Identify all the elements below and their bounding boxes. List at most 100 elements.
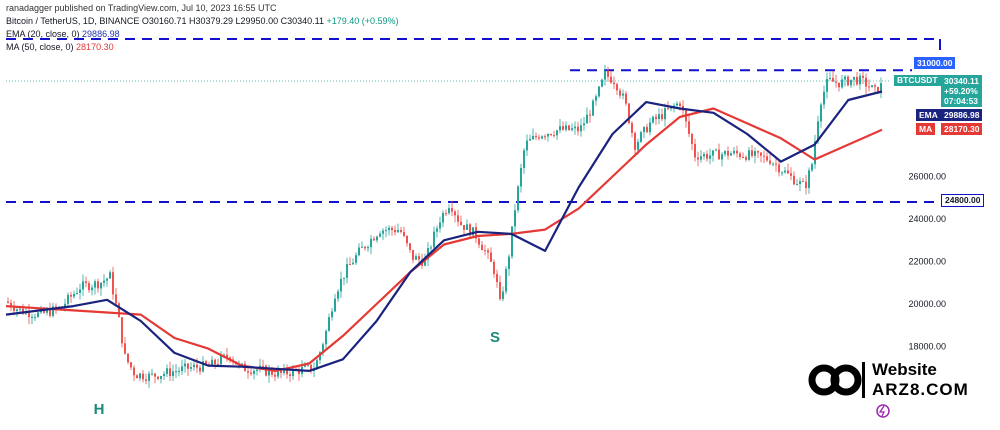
- head-annotation: H: [94, 401, 105, 418]
- candle-body: [76, 292, 78, 294]
- candle-body: [652, 116, 654, 123]
- candle-body: [544, 136, 546, 138]
- candle-body: [424, 259, 426, 266]
- publisher-line: ranadagger published on TradingView.com,…: [6, 3, 277, 13]
- price-tag-change: +59.20%: [944, 86, 978, 96]
- candle-body: [82, 281, 84, 290]
- candle-body: [7, 301, 9, 303]
- candle-body: [658, 114, 660, 120]
- candle-body: [13, 307, 15, 312]
- candle-body: [673, 105, 675, 107]
- candle-body: [805, 181, 807, 189]
- candle-body: [592, 100, 594, 116]
- candle-body: [163, 373, 165, 376]
- candle-body: [433, 231, 435, 248]
- candle-body: [646, 126, 648, 133]
- candle-body: [64, 303, 66, 307]
- candle-body: [541, 136, 543, 139]
- candle-body: [535, 135, 537, 138]
- candle-body: [724, 150, 726, 155]
- open-value: O30160.71: [141, 16, 187, 26]
- candle-body: [748, 150, 750, 160]
- candle-body: [772, 163, 774, 165]
- candle-body: [676, 103, 678, 106]
- candle-body: [706, 153, 708, 159]
- candle-body: [502, 291, 504, 300]
- candle-body: [379, 233, 381, 237]
- candle-body: [850, 79, 852, 86]
- candle-body: [709, 155, 711, 159]
- candle-body: [439, 222, 441, 229]
- price-tag-symbol: BTCUSDT: [897, 75, 938, 85]
- candle-body: [667, 108, 669, 110]
- candle-body: [472, 227, 474, 236]
- candle-body: [328, 317, 330, 331]
- candle-body: [487, 250, 489, 253]
- candle-body: [571, 128, 573, 130]
- candle-body: [481, 244, 483, 251]
- candle-body: [184, 363, 186, 367]
- candle-body: [310, 364, 312, 372]
- candle-body: [616, 84, 618, 91]
- ema-legend: EMA (20, close, 0) 29886.98: [6, 29, 120, 39]
- candle-body: [457, 215, 459, 222]
- candle-body: [808, 170, 810, 189]
- candle-body: [427, 248, 429, 260]
- candle-body: [856, 76, 858, 85]
- candle-body: [844, 76, 846, 80]
- candle-body: [538, 137, 540, 139]
- y-tick-label: 20000.00: [908, 299, 946, 309]
- candle-body: [802, 181, 804, 183]
- candle-body: [727, 150, 729, 156]
- candle-body: [817, 121, 819, 142]
- candle-body: [109, 272, 111, 279]
- candle-body: [136, 375, 138, 379]
- level-24800-tag: 24800.00: [941, 194, 985, 207]
- candle-body: [49, 309, 51, 316]
- candle-body: [355, 255, 357, 263]
- close-value: C30340.11: [280, 16, 324, 26]
- candle-body: [205, 361, 207, 365]
- candle-body: [796, 184, 798, 186]
- candle-body: [511, 226, 513, 257]
- candle-body: [283, 368, 285, 374]
- candle-body: [304, 365, 306, 367]
- candle-body: [154, 373, 156, 377]
- candle-body: [823, 91, 825, 105]
- candle-body: [565, 125, 567, 130]
- candle-body: [403, 231, 405, 236]
- candle-body: [691, 133, 693, 144]
- candle-body: [610, 76, 612, 83]
- candle-body: [589, 114, 591, 116]
- candle-body: [745, 157, 747, 160]
- candle-body: [763, 155, 765, 157]
- candle-body: [214, 359, 216, 365]
- candle-body: [451, 208, 453, 212]
- candle-body: [862, 75, 864, 78]
- candle-body: [604, 70, 606, 80]
- event-icon: [876, 404, 890, 418]
- candle-body: [412, 249, 414, 260]
- candle-body: [19, 308, 21, 310]
- ma-legend-value: 28170.30: [76, 42, 114, 52]
- candle-body: [874, 85, 876, 87]
- candle-body: [835, 81, 837, 83]
- candle-body: [361, 246, 363, 248]
- candle-body: [160, 375, 162, 379]
- watermark-logo: Website ARZ8.COM: [806, 358, 968, 402]
- candle-body: [526, 140, 528, 151]
- candle-body: [523, 150, 525, 168]
- candle-body: [169, 368, 171, 377]
- candle-body: [469, 224, 471, 236]
- candle-body: [478, 238, 480, 245]
- candle-body: [217, 364, 219, 366]
- candle-body: [697, 157, 699, 160]
- candle-body: [820, 104, 822, 122]
- candle-body: [400, 230, 402, 232]
- candle-body: [688, 121, 690, 134]
- candle-body: [16, 309, 18, 312]
- candle-body: [838, 82, 840, 88]
- ma-legend-label: MA (50, close, 0): [6, 42, 74, 52]
- candle-body: [415, 256, 417, 260]
